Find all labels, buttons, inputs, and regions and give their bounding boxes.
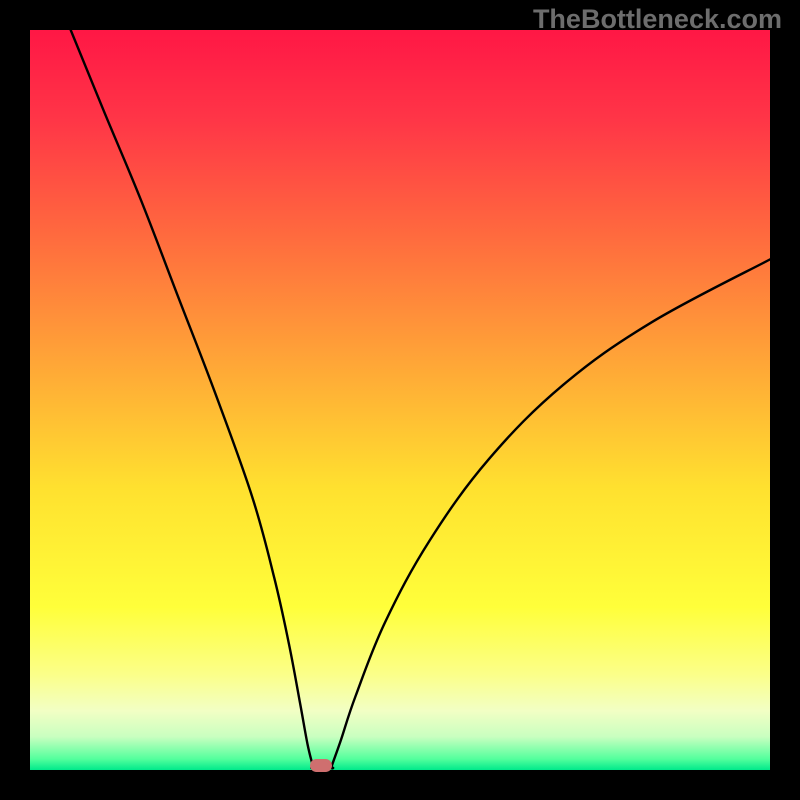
chart-frame: TheBottleneck.com xyxy=(0,0,800,800)
optimum-marker xyxy=(310,759,332,772)
watermark-text: TheBottleneck.com xyxy=(533,4,782,35)
gradient-background xyxy=(30,30,770,770)
bottleneck-chart xyxy=(30,30,770,770)
